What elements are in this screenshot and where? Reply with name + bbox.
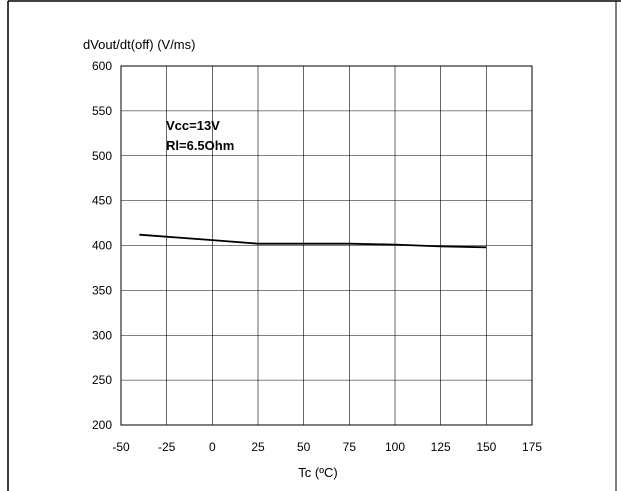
x-tick-label: 0 [209,440,216,454]
y-tick-label: 350 [92,283,112,297]
x-tick-label: 75 [343,440,357,454]
series-line [139,233,487,249]
y-tick-label: 400 [92,239,112,253]
plot-area: -50 -25 0 25 50 75 100 125 150 175 200 250 300 350 400… [92,59,542,454]
y-tick-label: 250 [92,373,112,387]
x-tick-label: 125 [431,440,451,454]
y-tick-label: 450 [92,194,112,208]
annotation-vcc: Vcc=13V [166,118,220,133]
x-tick-label: -50 [112,440,130,454]
x-tick-label: -25 [158,440,176,454]
x-tick-label: 25 [251,440,265,454]
x-tick-label: 100 [385,440,405,454]
y-tick-label: 300 [92,328,112,342]
x-axis-label: Tc (ºC) [298,465,337,480]
y-tick-label: 500 [92,149,112,163]
x-tick-label: 175 [522,440,542,454]
x-tick-label: 50 [297,440,311,454]
y-tick-label: 200 [92,418,112,432]
x-tick-label: 150 [476,440,496,454]
annotation-rl: Rl=6.5Ohm [166,138,234,153]
y-tick-label: 600 [92,59,112,73]
chart-title: dVout/dt(off) (V/ms) [83,37,195,52]
y-tick-label: 550 [92,104,112,118]
